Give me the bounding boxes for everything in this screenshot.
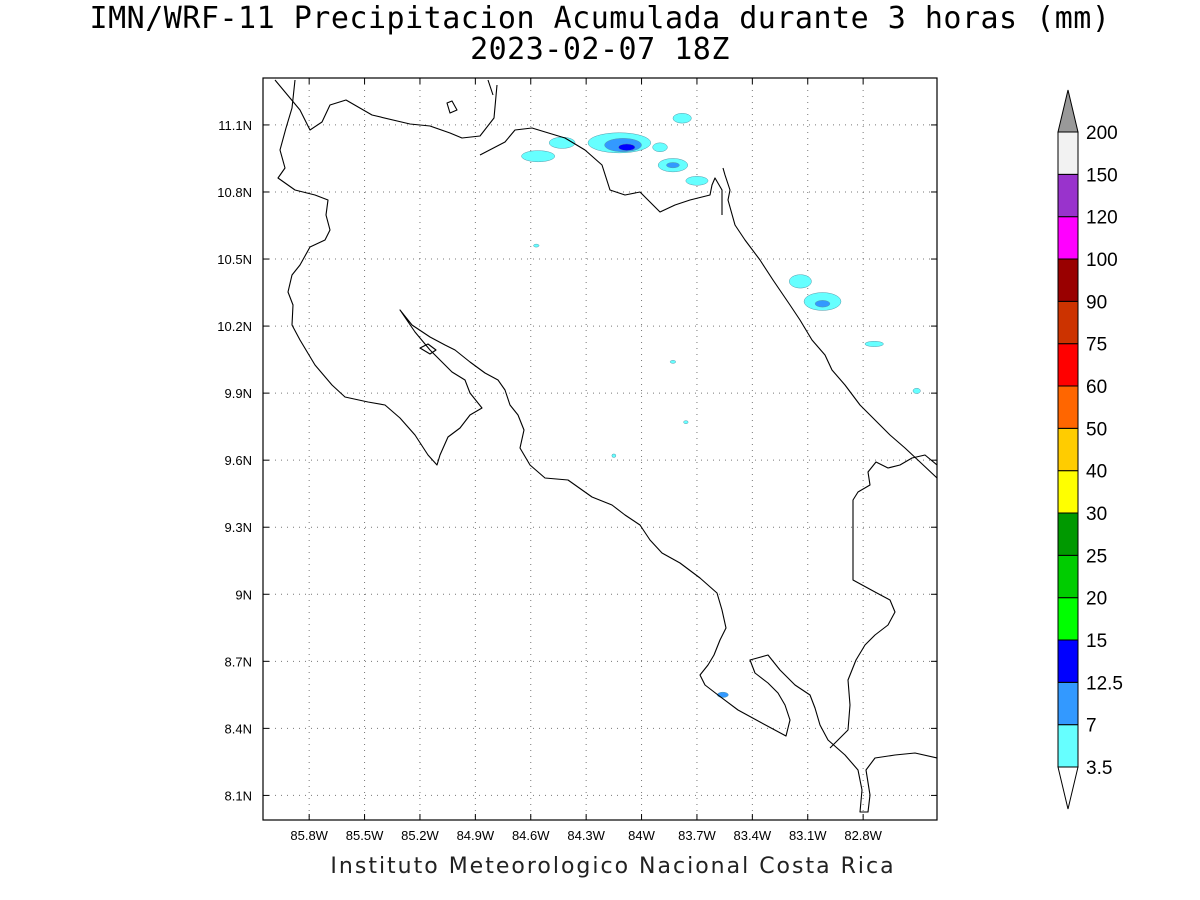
y-tick-label: 8.4N: [225, 721, 252, 736]
colorbar-segment: [1057, 131, 1079, 175]
precip-area: [618, 143, 636, 151]
y-tick-label: 8.7N: [225, 654, 252, 669]
colorbar-segment: [1057, 427, 1079, 472]
colorbar-over-arrow: [1057, 89, 1079, 133]
colorbar-label: 50: [1086, 419, 1107, 440]
colorbar: 3.5 7 12.5 15 20 25 30 40 50 60 75 90 100 120 150 200: [1057, 89, 1123, 810]
colorbar-segment: [1057, 639, 1079, 683]
colorbar-segment: [1057, 385, 1079, 429]
credit-text: Instituto Meteorologico Nacional Costa R…: [330, 854, 896, 879]
precip-area: [683, 420, 689, 424]
y-tick-label: 9.3N: [225, 520, 252, 535]
map-frame: [262, 77, 938, 821]
y-tick-label: 8.1N: [225, 788, 252, 803]
colorbar-label: 25: [1086, 546, 1107, 567]
y-tick-label: 9.9N: [225, 386, 252, 401]
colorbar-segment: [1057, 258, 1079, 302]
colorbar-segment: [1057, 554, 1079, 599]
northern-border-coast: [274, 79, 723, 215]
colorbar-label: 15: [1086, 631, 1107, 652]
chart-title: IMN/WRF-11 Precipitacion Acumulada duran…: [89, 1, 1111, 36]
y-tick-label: 10.5N: [217, 252, 252, 267]
colorbar-label: 75: [1086, 335, 1107, 356]
chart-subtitle-date: 2023-02-07 18Z: [470, 32, 730, 67]
x-tick-label: 83.1W: [789, 828, 827, 843]
precip-area: [789, 274, 812, 289]
x-tick-label: 82.8W: [844, 828, 882, 843]
colorbar-segment: [1057, 343, 1079, 387]
x-tick-label: 85.5W: [346, 828, 384, 843]
precip-area: [669, 360, 676, 364]
colorbar-label: 30: [1086, 504, 1107, 525]
y-tick-label: 9.6N: [225, 453, 252, 468]
precip-area: [611, 453, 617, 458]
precip-area: [548, 136, 576, 149]
colorbar-segment: [1057, 724, 1079, 768]
colorbar-label: 3.5: [1086, 758, 1112, 779]
colorbar-segment: [1057, 681, 1079, 726]
x-tick-label: 85.8W: [290, 828, 328, 843]
precip-area: [521, 150, 556, 163]
lat-lon-grid: [263, 78, 937, 820]
precip-area: [864, 341, 884, 347]
colorbar-label: 100: [1086, 250, 1118, 271]
precip-area: [814, 300, 831, 308]
island-outline: [419, 343, 437, 355]
caribbean-coast: [722, 167, 937, 479]
x-tick-label: 83.7W: [678, 828, 716, 843]
colorbar-label: 12.5: [1086, 673, 1123, 694]
precip-area: [685, 176, 709, 186]
map-axes: 85.8W 85.5W 85.2W 84.9W 84.6W 84.3W 84W 83.7W 83…: [217, 78, 937, 843]
lake-outline: [446, 100, 458, 114]
panama-border: [829, 454, 937, 749]
colorbar-segment: [1057, 173, 1079, 218]
colorbar-label: 200: [1086, 123, 1118, 144]
x-tick-label: 84W: [628, 828, 655, 843]
colorbar-label: 90: [1086, 292, 1107, 313]
precip-area: [652, 142, 668, 153]
pacific-coast-nicoya: [277, 79, 937, 813]
x-tick-label: 83.4W: [734, 828, 772, 843]
colorbar-segment: [1057, 470, 1079, 514]
colorbar-under-arrow: [1057, 766, 1079, 810]
colorbar-segment: [1057, 512, 1079, 556]
colorbar-label: 150: [1086, 165, 1118, 186]
precip-area: [666, 162, 680, 169]
precip-area: [912, 387, 921, 394]
x-tick-label: 84.9W: [457, 828, 495, 843]
colorbar-label: 60: [1086, 377, 1107, 398]
y-tick-label: 10.2N: [217, 319, 252, 334]
x-tick-label: 84.6W: [512, 828, 550, 843]
y-tick-label: 9N: [235, 587, 252, 602]
precipitation-areas: [521, 113, 921, 698]
precip-area: [672, 113, 692, 124]
precip-area: [533, 243, 540, 248]
colorbar-label: 120: [1086, 208, 1118, 229]
x-tick-label: 84.3W: [567, 828, 605, 843]
y-tick-label: 10.8N: [217, 185, 252, 200]
colorbar-segment: [1057, 216, 1079, 260]
colorbar-segment: [1057, 300, 1079, 345]
coastline-borders: [274, 79, 937, 813]
colorbar-label: 40: [1086, 462, 1107, 483]
colorbar-label: 7: [1086, 716, 1097, 737]
colorbar-segment: [1057, 597, 1079, 641]
precip-area: [717, 691, 729, 698]
colorbar-label: 20: [1086, 589, 1107, 610]
x-tick-label: 85.2W: [401, 828, 439, 843]
y-tick-label: 11.1N: [218, 118, 252, 133]
